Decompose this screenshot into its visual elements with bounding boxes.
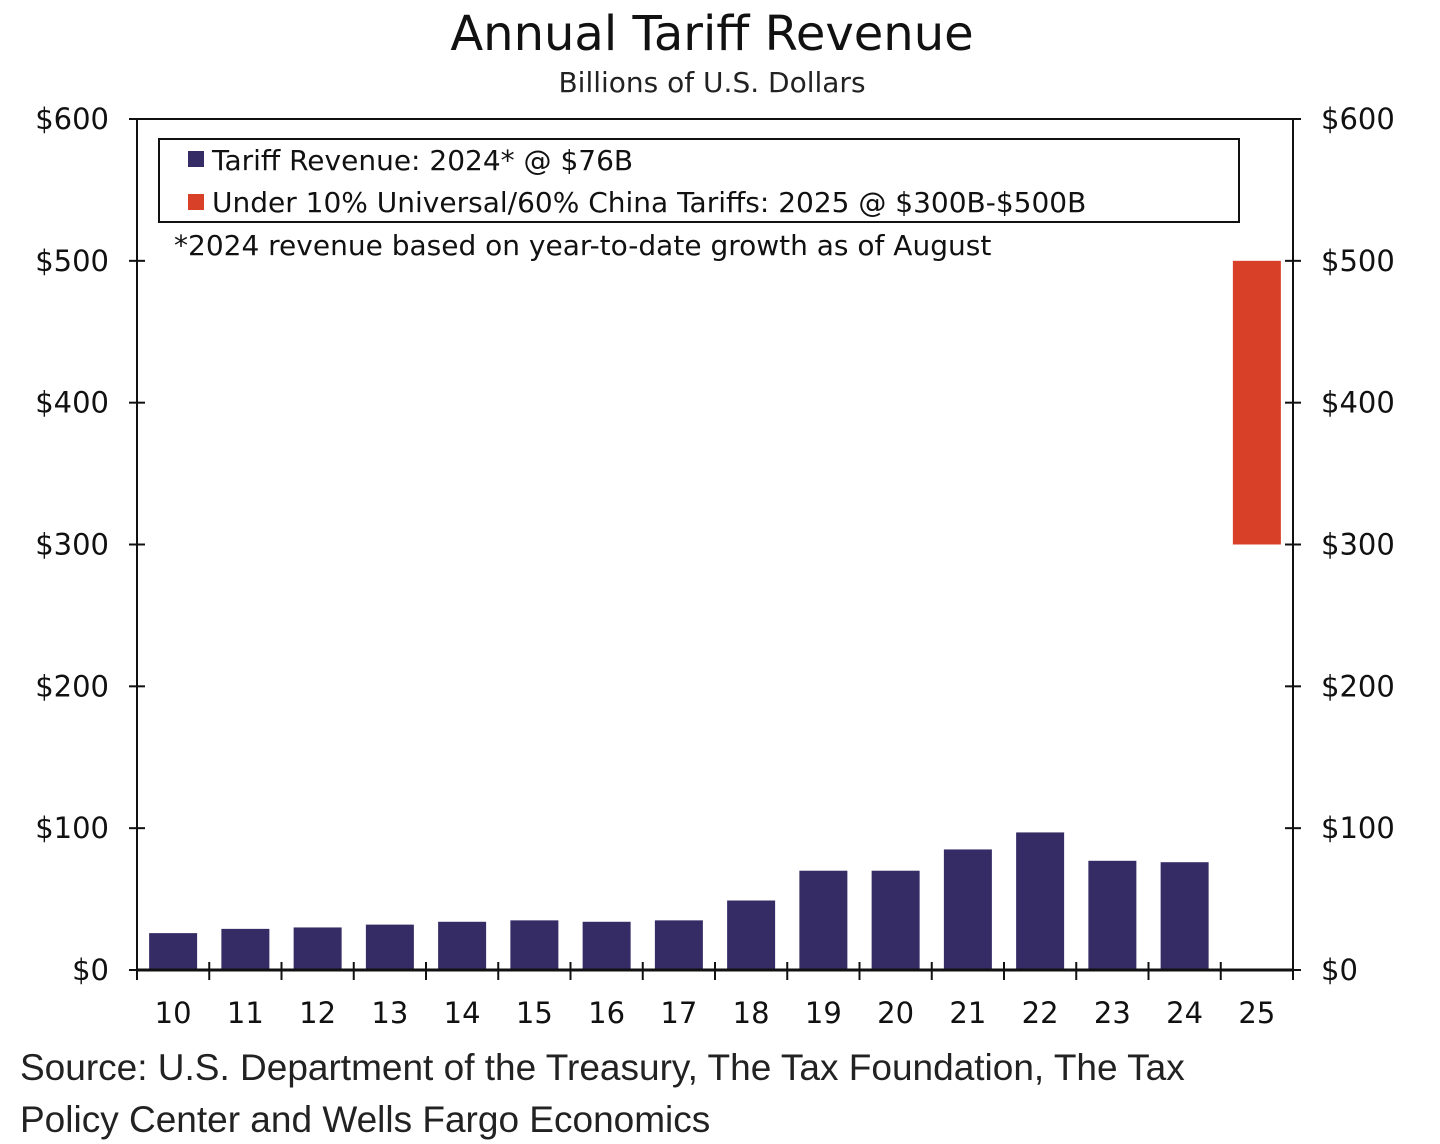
bar-tariff-revenue-23 <box>1088 860 1137 970</box>
legend-box <box>158 138 1240 223</box>
bar-tariff-revenue-20 <box>871 870 920 970</box>
y-tick-label-left: $100 <box>35 811 109 845</box>
bar-tariff-revenue-11 <box>221 928 270 970</box>
y-tick-label-right: $600 <box>1321 102 1395 136</box>
bar-tariff-revenue-16 <box>582 921 631 970</box>
y-tick-label-right: $300 <box>1321 528 1395 562</box>
y-tick-label-right: $100 <box>1321 811 1395 845</box>
x-tick-label: 18 <box>733 996 770 1030</box>
chart-subtitle: Billions of U.S. Dollars <box>558 66 865 99</box>
chart-title: Annual Tariff Revenue <box>450 6 973 62</box>
bar-tariff-revenue-17 <box>654 920 703 970</box>
x-tick-label: 15 <box>516 996 553 1030</box>
legend-swatch-tariff-revenue <box>188 151 204 167</box>
x-tick-label: 12 <box>299 996 336 1030</box>
bar-tariff-revenue-12 <box>293 927 342 970</box>
y-tick-label-left: $400 <box>35 386 109 420</box>
source-line-1: Source: U.S. Department of the Treasury,… <box>20 1047 1185 1088</box>
y-tick-label-left: $200 <box>35 669 109 703</box>
x-tick-label: 17 <box>660 996 697 1030</box>
x-tick-label: 16 <box>588 996 625 1030</box>
x-tick-label: 10 <box>155 996 192 1030</box>
bar-tariff-revenue-13 <box>365 924 414 970</box>
bar-tariff-revenue-22 <box>1016 832 1065 970</box>
x-tick-label: 21 <box>949 996 986 1030</box>
y-tick-label-right: $0 <box>1321 953 1358 987</box>
y-tick-label-left: $500 <box>35 244 109 278</box>
chart-annotation: *2024 revenue based on year-to-date grow… <box>174 229 991 262</box>
bar-tariff-revenue-18 <box>727 900 776 970</box>
x-tick-label: 24 <box>1166 996 1203 1030</box>
bar-tariff-revenue-24 <box>1160 862 1209 970</box>
y-tick-label-left: $0 <box>72 953 109 987</box>
x-tick-label: 13 <box>371 996 408 1030</box>
x-tick-label: 20 <box>877 996 914 1030</box>
legend: Tariff Revenue: 2024* @ $76B Under 10% U… <box>158 138 1240 223</box>
y-tick-label-left: $600 <box>35 102 109 136</box>
x-tick-label: 23 <box>1094 996 1131 1030</box>
legend-label-universal-tariffs: Under 10% Universal/60% China Tariffs: 2… <box>212 186 1086 219</box>
x-tick-label: 19 <box>805 996 842 1030</box>
x-tick-label: 14 <box>444 996 481 1030</box>
bar-tariff-revenue-14 <box>438 921 487 970</box>
y-tick-label-right: $200 <box>1321 669 1395 703</box>
y-tick-label-right: $500 <box>1321 244 1395 278</box>
legend-label-tariff-revenue: Tariff Revenue: 2024* @ $76B <box>211 144 633 177</box>
y-tick-label-left: $300 <box>35 528 109 562</box>
legend-swatch-universal-tariffs <box>188 194 204 210</box>
bar-tariff-revenue-15 <box>510 920 559 970</box>
y-tick-label-right: $400 <box>1321 386 1395 420</box>
bar-tariff-revenue-21 <box>943 849 992 970</box>
bar-tariff-revenue-10 <box>149 933 198 970</box>
bar-range-universal-tariffs-25 <box>1232 260 1281 545</box>
x-tick-label: 22 <box>1022 996 1059 1030</box>
source-line-2: Policy Center and Wells Fargo Economics <box>20 1099 710 1140</box>
bar-tariff-revenue-19 <box>799 870 848 970</box>
x-tick-label: 11 <box>227 996 264 1030</box>
x-tick-label: 25 <box>1238 996 1275 1030</box>
